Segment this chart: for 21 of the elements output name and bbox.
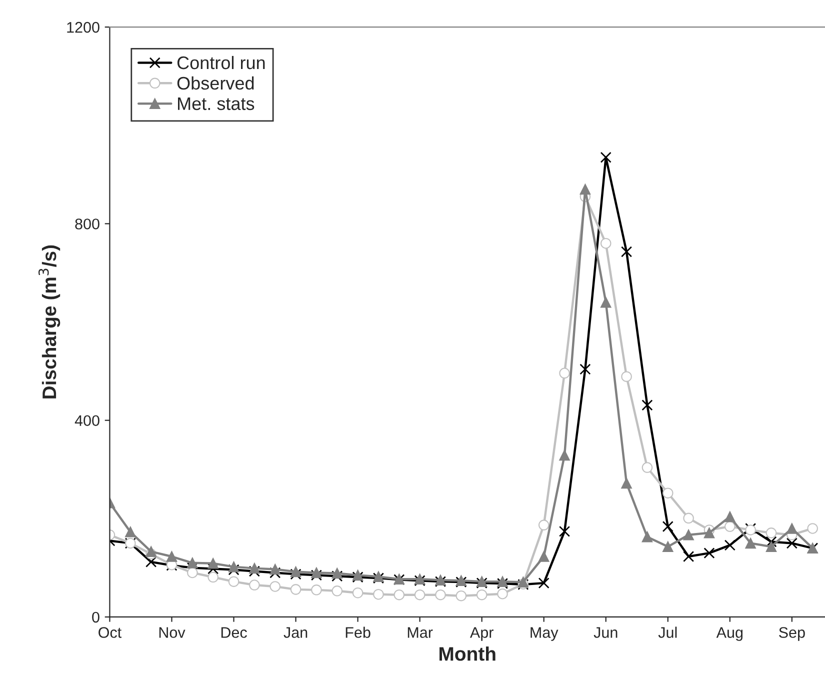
x-tick-label: Dec (221, 627, 247, 638)
x-tick-label: Sep (779, 627, 805, 641)
x-tick-label: Jun (594, 627, 618, 638)
y-tick-label: 400 (74, 415, 100, 426)
y-tick-label: 0 (92, 612, 100, 623)
x-tick-label: Jul (658, 626, 677, 638)
x-tick-label: Oct (98, 627, 122, 638)
legend-label: Observed (177, 76, 254, 90)
x-axis-title: Month (440, 646, 496, 661)
y-tick-label: 1200 (67, 22, 100, 33)
legend-label: Control run (177, 56, 265, 70)
x-tick-label: Jan (284, 627, 308, 638)
x-tick-label: Mar (408, 627, 433, 638)
x-tick-label: Aug (716, 627, 743, 641)
y-tick-label: 800 (75, 218, 100, 230)
y-axis-title: Discharge (m$^{3}$/s) (38, 245, 60, 398)
x-tick-label: Feb (346, 626, 370, 638)
x-tick-label: Apr (470, 627, 494, 641)
x-tick-label: May (530, 627, 558, 641)
x-tick-label: Nov (159, 627, 186, 638)
legend-label: Met. stats (178, 98, 254, 110)
